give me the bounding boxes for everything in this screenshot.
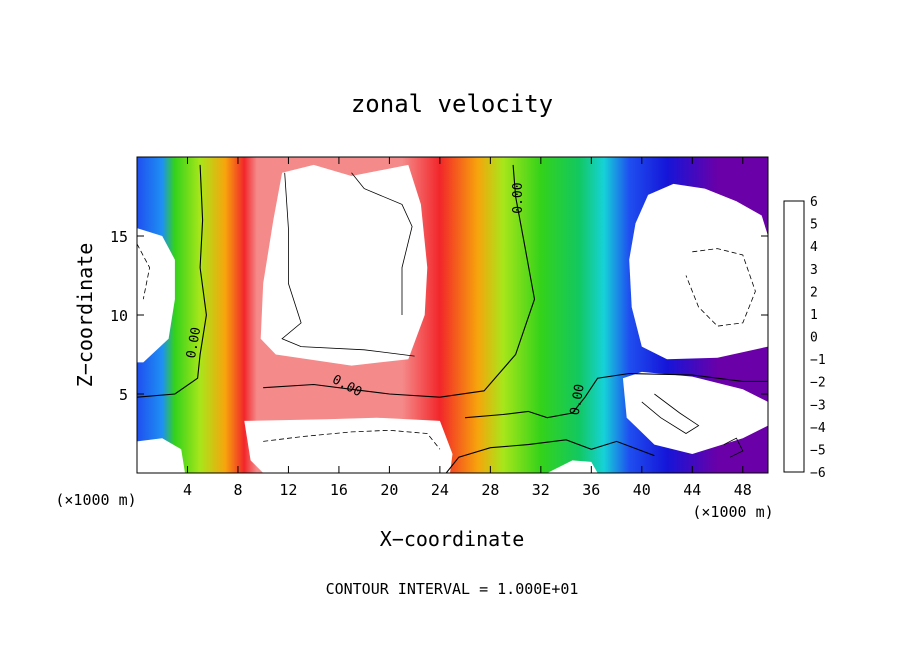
contour-line-0 <box>281 172 415 357</box>
x-tick-label-5: 24 <box>431 481 449 499</box>
contour-interval-note: CONTOUR INTERVAL = 1.000E+01 <box>326 580 579 598</box>
x-tick-label-11: 48 <box>734 481 752 499</box>
dashed-contour-0 <box>685 248 756 327</box>
colorbar-label-1: 5 <box>810 218 818 233</box>
x-tick-label-7: 32 <box>532 481 550 499</box>
x-tick-label-6: 28 <box>481 481 499 499</box>
white-region-top-center <box>260 164 428 366</box>
colorbar-label-5: 1 <box>810 308 818 323</box>
white-region-bottom-center <box>244 417 453 473</box>
x-tick-label-3: 16 <box>330 481 348 499</box>
colorbar-frame <box>783 200 805 473</box>
x-tick-label-10: 44 <box>683 481 701 499</box>
x-axis: 4 8 12 16 20 24 28 32 36 40 44 48 <box>183 157 752 499</box>
dashed-contour-2 <box>137 243 151 300</box>
y-tick-label-1: 10 <box>110 307 128 325</box>
contour-line-1 <box>351 172 413 315</box>
colorbar-label-3: 3 <box>810 263 818 278</box>
x-tick-label-1: 8 <box>233 481 242 499</box>
colorbar-label-9: −3 <box>810 398 826 413</box>
colorbar-label-2: 4 <box>810 240 818 255</box>
y-axis: 5 10 15 <box>110 228 768 404</box>
contour-line-3 <box>723 437 744 458</box>
colorbar-label-6: 0 <box>810 331 818 346</box>
contour-lines <box>137 164 768 473</box>
colorbar-label-0: 6 <box>810 195 818 210</box>
x-unit-left: (×1000 m) <box>55 491 136 509</box>
x-tick-label-0: 4 <box>183 481 192 499</box>
white-region-top-right <box>629 183 768 360</box>
x-unit-right: (×1000 m) <box>692 503 773 521</box>
x-tick-label-4: 20 <box>380 481 398 499</box>
colorbar-label-11: −5 <box>810 443 826 458</box>
colorbar-label-7: −1 <box>810 353 826 368</box>
x-tick-label-9: 40 <box>633 481 651 499</box>
y-axis-label: Z−coordinate <box>73 243 97 388</box>
contour-label-0: 0.00 <box>184 326 204 359</box>
x-axis-label: X−coordinate <box>380 527 525 551</box>
y-tick-label-0: 5 <box>119 386 128 404</box>
colorbar-label-8: −2 <box>810 376 826 391</box>
chart-title: zonal velocity <box>351 90 553 118</box>
contour-label-3: 0.00 <box>568 383 588 416</box>
colorbar-label-12: −6 <box>810 466 826 481</box>
white-region-bottom-left <box>137 438 185 473</box>
colorbar: 6 5 4 3 2 1 0 −1 −2 −3 −4 −5 −6 <box>783 195 826 481</box>
zero-contour-2 <box>465 372 768 419</box>
contour-label-2: 0.00 <box>511 182 526 213</box>
white-region-bottom-right <box>622 371 768 454</box>
zero-contour-0 <box>137 164 207 398</box>
zero-contour-1 <box>263 164 536 398</box>
colorbar-labels: 6 5 4 3 2 1 0 −1 −2 −3 −4 −5 −6 <box>810 195 826 481</box>
white-region-bottom-mid <box>547 460 598 473</box>
colorbar-label-4: 2 <box>810 285 818 300</box>
contour-labels: 0.000.000.000.00 <box>184 182 588 416</box>
dashed-contour-1 <box>263 429 441 450</box>
x-tick-label-8: 36 <box>582 481 600 499</box>
colorbar-label-10: −4 <box>810 421 826 436</box>
plot-area: 0.000.000.000.00 <box>136 156 769 474</box>
x-tick-label-2: 12 <box>279 481 297 499</box>
y-tick-label-2: 15 <box>110 228 128 246</box>
zero-contour-3 <box>445 439 655 473</box>
contour-line-2 <box>641 393 700 434</box>
